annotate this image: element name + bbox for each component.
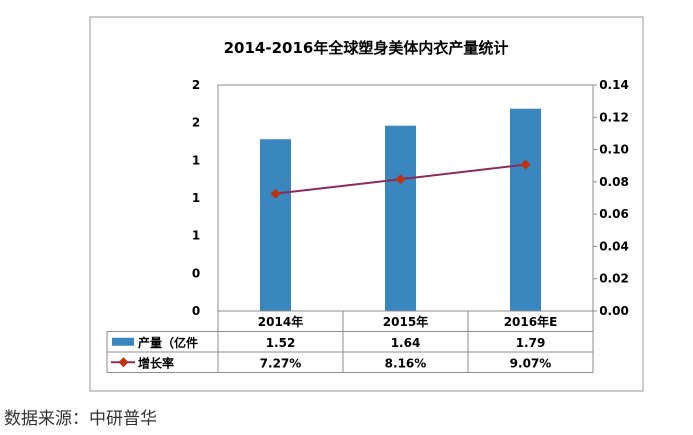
category-label: 2016年E [504, 314, 558, 329]
right-axis-tick-label: 0.06 [599, 207, 629, 221]
right-axis-tick-label: 0.12 [599, 110, 629, 124]
data-label: 7.27% [260, 356, 302, 370]
left-axis-tick-label: 0 [192, 304, 200, 318]
left-axis-tick-label: 2 [192, 116, 200, 130]
data-label: 1.52 [266, 336, 296, 350]
right-axis-tick-label: 0.04 [599, 239, 629, 253]
legend-key-bar [112, 337, 134, 346]
data-label: 1.64 [391, 336, 421, 350]
right-axis-tick-label: 0.00 [599, 304, 629, 318]
legend-label: 产量（亿件 [138, 335, 198, 350]
data-label: 9.07% [510, 356, 552, 370]
bar [385, 125, 416, 312]
data-label: 1.79 [516, 336, 546, 350]
data-label: 8.16% [385, 356, 427, 370]
category-label: 2015年 [383, 314, 428, 329]
chart-title: 2014-2016年全球塑身美体内衣产量统计 [224, 39, 509, 57]
left-axis-tick-label: 1 [192, 229, 200, 243]
category-label: 2014年 [258, 314, 303, 329]
left-axis-tick-label: 1 [192, 153, 200, 167]
chart-border [89, 16, 644, 392]
right-axis-tick-label: 0.10 [599, 143, 629, 157]
left-axis-tick-label: 0 [192, 266, 200, 280]
legend-label: 增长率 [138, 355, 174, 370]
bar [510, 108, 541, 311]
source-note: 数据来源：中研普华 [4, 409, 157, 429]
right-axis-tick-label: 0.08 [599, 175, 629, 189]
plot-area: 0 0 1 1 1 2 2 0.00 0.02 0.04 0.06 0.08 0.10 0.12 0.14 2… [106, 78, 629, 373]
bar [260, 139, 291, 311]
right-axis-tick-label: 0.14 [599, 78, 629, 92]
line-marker [520, 159, 531, 170]
line-marker [395, 174, 406, 185]
line-marker [270, 188, 281, 199]
left-axis-tick-label: 2 [192, 78, 200, 92]
right-axis-tick-label: 0.02 [599, 272, 629, 286]
left-axis-tick-label: 1 [192, 191, 200, 205]
